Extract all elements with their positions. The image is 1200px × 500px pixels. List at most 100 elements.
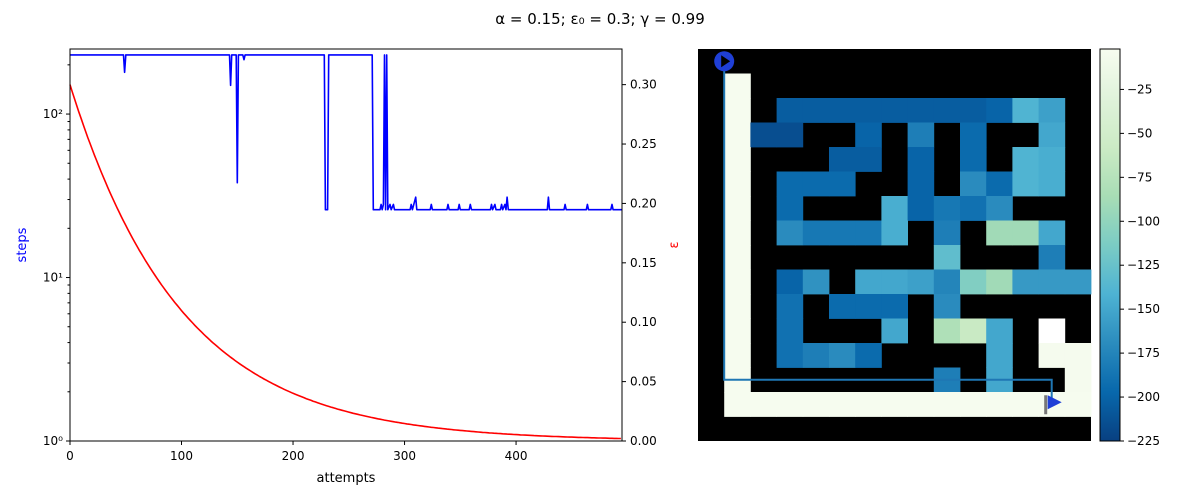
maze-cell: [986, 98, 1013, 123]
y-tick-label: 10⁰: [43, 434, 63, 448]
maze-cell: [724, 147, 751, 172]
maze-cell: [724, 343, 751, 368]
y-tick-label: 10¹: [43, 271, 63, 285]
maze-cell: [776, 343, 804, 368]
maze-cell: [960, 147, 987, 172]
agent-path-line: [723, 61, 1053, 405]
maze-cell: [724, 122, 751, 148]
maze-cell: [802, 171, 830, 197]
maze-cell: [750, 392, 777, 417]
x-tick-label: 200: [282, 449, 305, 463]
maze-cell: [933, 245, 961, 270]
maze-cell: [802, 343, 830, 368]
maze-cell: [960, 392, 987, 417]
x-tick-label: 100: [170, 449, 193, 463]
maze-cell: [960, 98, 987, 123]
maze-cell: [881, 269, 908, 295]
x-tick-label: 0: [66, 449, 74, 463]
maze-cell: [776, 196, 804, 221]
series-line-steps: [70, 54, 622, 211]
colorbar-tick-label: −225: [1127, 434, 1160, 448]
colorbar-tick-label: −175: [1127, 346, 1160, 360]
maze-cell: [1064, 392, 1092, 417]
maze-cell: [986, 269, 1013, 295]
maze-cell: [1064, 343, 1092, 368]
colorbar-tick-label: −100: [1127, 214, 1160, 228]
maze-cell: [776, 122, 804, 148]
maze-cell: [986, 318, 1013, 344]
colorbar-ticks: −25 −50 −75 −100 −125 −150 −175 −200 −225: [1120, 82, 1160, 448]
y-axis-label: steps: [15, 227, 30, 262]
colorbar-tick-label: −25: [1127, 82, 1152, 96]
maze-cell: [986, 196, 1013, 221]
steps-epsilon-chart: 0 100 200 300 400 10⁰ 10¹ 10² 0.00 0.05 0.10 0.15…: [15, 48, 682, 486]
maze-cell: [802, 392, 830, 417]
maze-cell: [986, 343, 1013, 368]
maze-cell: [802, 98, 830, 123]
maze-cell: [986, 220, 1013, 246]
y2-axis-ticks: 0.00 0.05 0.10 0.15 0.20 0.25 0.30: [622, 78, 657, 448]
maze-cell: [724, 196, 751, 221]
maze-cell: [1064, 367, 1092, 393]
colorbar-tick-label: −200: [1127, 390, 1160, 404]
maze-cell: [1038, 122, 1066, 148]
left-series-group: [69, 54, 622, 440]
maze-cell: [829, 392, 856, 417]
x-axis-label: attempts: [317, 471, 376, 486]
y2-tick-label: 0.15: [630, 256, 657, 270]
maze-cell: [933, 318, 961, 344]
maze-cell: [960, 171, 987, 197]
maze-cell: [1012, 392, 1039, 417]
maze-cell: [829, 171, 856, 197]
maze-cell: [1038, 269, 1066, 295]
maze-cell: [776, 392, 804, 417]
start-arrow-icon: [721, 55, 731, 68]
maze-cell: [881, 392, 908, 417]
maze-cell: [724, 98, 751, 123]
maze-cell: [802, 220, 830, 246]
maze-cell: [933, 294, 961, 319]
y2-tick-label: 0.10: [630, 315, 657, 329]
maze-cell: [776, 269, 804, 295]
y2-tick-label: 0.20: [630, 196, 657, 210]
maze-cell: [1012, 269, 1039, 295]
maze-cell: [776, 98, 804, 123]
maze-cell: [776, 294, 804, 319]
maze-cell: [724, 245, 751, 270]
maze-cell: [960, 196, 987, 221]
x-tick-label: 300: [393, 449, 416, 463]
maze-cell: [986, 171, 1013, 197]
maze-cell: [1064, 269, 1092, 295]
maze-cell: [933, 269, 961, 295]
maze-cell: [960, 122, 987, 148]
maze-cell: [829, 294, 856, 319]
maze-cell: [881, 294, 908, 319]
maze-cell: [907, 171, 935, 197]
maze-cell: [1038, 343, 1066, 368]
maze-cell: [829, 220, 856, 246]
maze-cell: [855, 343, 882, 368]
maze-cell: [855, 147, 882, 172]
maze-cell: [933, 98, 961, 123]
maze-cell: [881, 196, 908, 221]
maze-heatmap: [698, 49, 1092, 441]
maze-cell: [881, 318, 908, 344]
maze-cell: [724, 318, 751, 344]
maze-cell: [776, 171, 804, 197]
maze-cell: [724, 269, 751, 295]
series-line-epsilon: [69, 84, 621, 440]
y2-tick-label: 0.25: [630, 137, 657, 151]
x-axis-ticks: 0 100 200 300 400: [66, 441, 528, 463]
maze-cell: [907, 122, 935, 148]
maze-cell: [855, 294, 882, 319]
maze-cell: [802, 269, 830, 295]
maze-cell: [1012, 220, 1039, 246]
maze-cell: [829, 98, 856, 123]
maze-cell: [829, 343, 856, 368]
maze-cell: [776, 220, 804, 246]
y2-tick-label: 0.30: [630, 78, 657, 92]
y2-tick-label: 0.05: [630, 375, 657, 389]
maze-cell: [724, 220, 751, 246]
colorbar: [1099, 48, 1121, 442]
